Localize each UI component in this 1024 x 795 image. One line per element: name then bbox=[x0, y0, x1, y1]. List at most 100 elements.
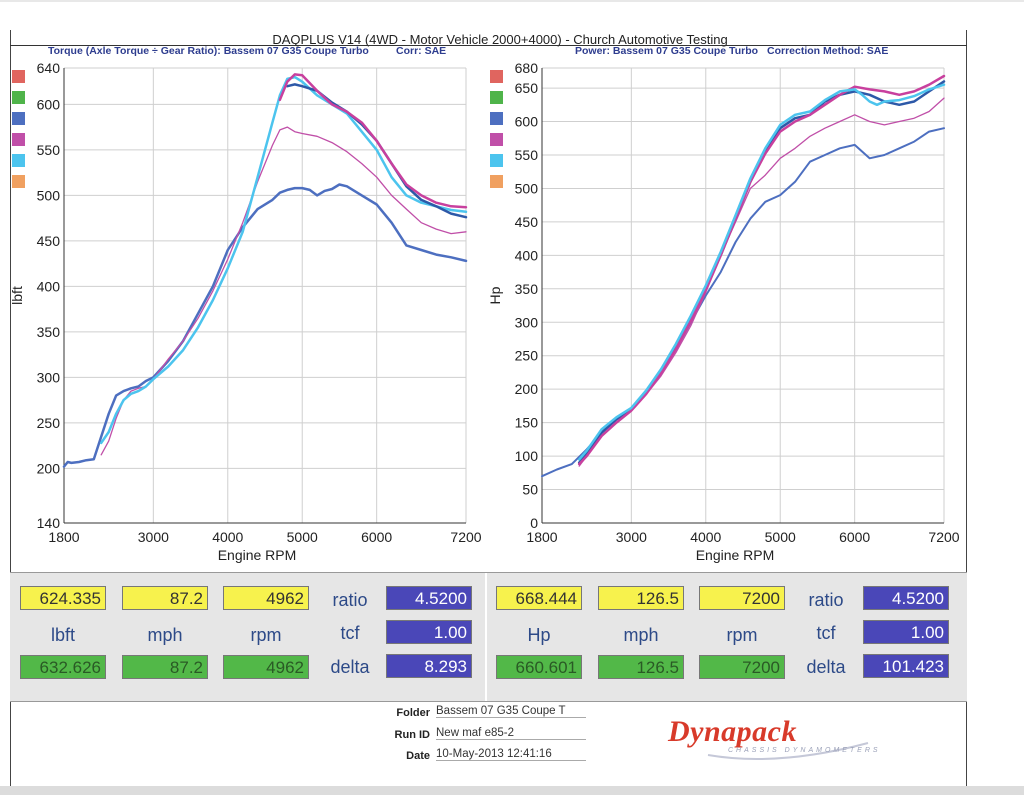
power-y-tick-label: 400 bbox=[515, 247, 539, 263]
power-current-mph: 126.5 bbox=[598, 586, 684, 610]
power-current-rpm: 7200 bbox=[699, 586, 785, 610]
torque-y-tick-label: 350 bbox=[37, 324, 61, 340]
power-y-tick-label: 650 bbox=[515, 80, 539, 96]
power-y-axis-title: Hp bbox=[487, 286, 503, 304]
run-id-value: New maf e85-2 bbox=[436, 727, 586, 740]
power-legend-swatch bbox=[490, 70, 503, 83]
date-label: Date bbox=[406, 750, 430, 762]
scan-edge-top bbox=[0, 0, 1024, 2]
power-x-axis-title: Engine RPM bbox=[696, 547, 775, 563]
torque-y-tick-label: 400 bbox=[37, 278, 61, 294]
power-y-tick-label: 100 bbox=[515, 448, 539, 464]
power-ratio-label: ratio bbox=[808, 590, 844, 610]
torque-tcf-label: tcf bbox=[340, 623, 360, 643]
power-ratio-value: 4.5200 bbox=[863, 586, 949, 610]
logo-wordmark: Dynapack bbox=[668, 715, 797, 748]
torque-current-value: 624.335 bbox=[20, 586, 106, 610]
torque-series-line bbox=[278, 73, 468, 209]
power-x-tick-label: 6000 bbox=[839, 529, 870, 545]
power-legend-swatch bbox=[490, 112, 503, 125]
torque-x-tick-label: 4000 bbox=[212, 529, 243, 545]
power-x-tick-label: 4000 bbox=[690, 529, 721, 545]
power-x-tick-label: 1800 bbox=[526, 529, 557, 545]
power-tcf-value: 1.00 bbox=[863, 620, 949, 644]
power-delta-label: delta bbox=[806, 657, 846, 677]
power-y-tick-label: 600 bbox=[515, 114, 539, 130]
power-peak-rpm: 7200 bbox=[699, 655, 785, 679]
torque-chart-subtitle: Torque (Axle Torque ÷ Gear Ratio): Basse… bbox=[48, 45, 369, 57]
torque-delta-label: delta bbox=[330, 657, 370, 677]
power-peak-value: 660.601 bbox=[496, 655, 582, 679]
power-y-tick-label: 0 bbox=[530, 515, 538, 531]
power-series-line bbox=[577, 74, 946, 466]
torque-ratio-label: ratio bbox=[332, 590, 368, 610]
torque-y-tick-label: 500 bbox=[37, 187, 61, 203]
torque-unit-label: lbft bbox=[50, 625, 75, 645]
torque-y-tick-label: 640 bbox=[37, 60, 61, 76]
torque-legend-swatch bbox=[12, 112, 25, 125]
torque-x-tick-label: 3000 bbox=[138, 529, 169, 545]
power-x-tick-label: 7200 bbox=[928, 529, 959, 545]
torque-mph-label: mph bbox=[147, 625, 183, 645]
torque-y-tick-label: 200 bbox=[37, 460, 61, 476]
header-divider bbox=[10, 45, 967, 46]
power-current-value: 668.444 bbox=[496, 586, 582, 610]
power-y-tick-label: 50 bbox=[522, 482, 538, 498]
power-tcf-label: tcf bbox=[816, 623, 836, 643]
torque-y-tick-label: 600 bbox=[37, 96, 61, 112]
power-mph-label: mph bbox=[623, 625, 659, 645]
power-unit-label: Hp bbox=[527, 625, 551, 645]
report-title: DAQPLUS V14 (4WD - Motor Vehicle 2000+40… bbox=[272, 32, 728, 47]
power-corr-label: Correction Method: SAE bbox=[767, 45, 889, 57]
power-y-tick-label: 550 bbox=[515, 147, 539, 163]
power-series-line bbox=[577, 83, 946, 461]
torque-current-mph: 87.2 bbox=[122, 586, 208, 610]
torque-series-line bbox=[100, 126, 467, 456]
power-legend-swatch bbox=[490, 154, 503, 167]
torque-legend-swatch bbox=[12, 175, 25, 188]
date-value: 10-May-2013 12:41:16 bbox=[436, 748, 586, 761]
power-y-tick-label: 450 bbox=[515, 214, 539, 230]
logo-swoosh bbox=[707, 742, 869, 760]
power-chart: 1800 3000 4000 5000 6000 7200 0 50 100 150 200 250 3… bbox=[487, 60, 960, 563]
power-delta-value: 101.423 bbox=[863, 654, 949, 678]
readout-divider bbox=[485, 573, 487, 701]
torque-x-tick-label: 6000 bbox=[361, 529, 392, 545]
sheet-border-left bbox=[10, 30, 11, 790]
torque-rpm-label: rpm bbox=[250, 625, 282, 645]
readout-panel: 624.335 87.2 4962 lbft mph rpm 632.626 8… bbox=[10, 572, 967, 702]
power-y-tick-label: 150 bbox=[515, 415, 539, 431]
torque-peak-mph: 87.2 bbox=[122, 655, 208, 679]
torque-peak-value: 632.626 bbox=[20, 655, 106, 679]
power-rpm-label: rpm bbox=[726, 625, 758, 645]
torque-y-tick-label: 140 bbox=[37, 515, 61, 531]
torque-tcf-value: 1.00 bbox=[386, 620, 472, 644]
torque-y-tick-label: 550 bbox=[37, 142, 61, 158]
torque-series-line bbox=[99, 75, 468, 445]
torque-x-axis-title: Engine RPM bbox=[218, 547, 297, 563]
torque-x-tick-label: 7200 bbox=[450, 529, 481, 545]
torque-x-tick-label: 1800 bbox=[48, 529, 79, 545]
torque-x-tick-label: 5000 bbox=[287, 529, 318, 545]
torque-series-line bbox=[62, 183, 468, 468]
power-legend-swatch bbox=[490, 91, 503, 104]
torque-chart: 1800 3000 4000 5000 6000 7200 140 200 250 300 350 4… bbox=[9, 60, 482, 563]
power-legend-swatch bbox=[490, 175, 503, 188]
scan-edge-bottom bbox=[0, 786, 1024, 795]
torque-delta-value: 8.293 bbox=[386, 654, 472, 678]
folder-value: Bassem 07 G35 Coupe T bbox=[436, 705, 586, 718]
torque-legend-swatch bbox=[12, 70, 25, 83]
torque-y-tick-label: 300 bbox=[37, 369, 61, 385]
power-series-line bbox=[541, 127, 945, 478]
power-legend-swatch bbox=[490, 133, 503, 146]
torque-y-tick-label: 250 bbox=[37, 415, 61, 431]
power-y-tick-label: 350 bbox=[515, 281, 539, 297]
torque-peak-rpm: 4962 bbox=[223, 655, 309, 679]
torque-legend-swatch bbox=[12, 133, 25, 146]
power-x-tick-label: 5000 bbox=[765, 529, 796, 545]
power-y-tick-label: 680 bbox=[515, 60, 539, 76]
torque-current-rpm: 4962 bbox=[223, 586, 309, 610]
power-y-tick-label: 250 bbox=[515, 348, 539, 364]
power-peak-mph: 126.5 bbox=[598, 655, 684, 679]
run-id-label: Run ID bbox=[394, 729, 430, 741]
